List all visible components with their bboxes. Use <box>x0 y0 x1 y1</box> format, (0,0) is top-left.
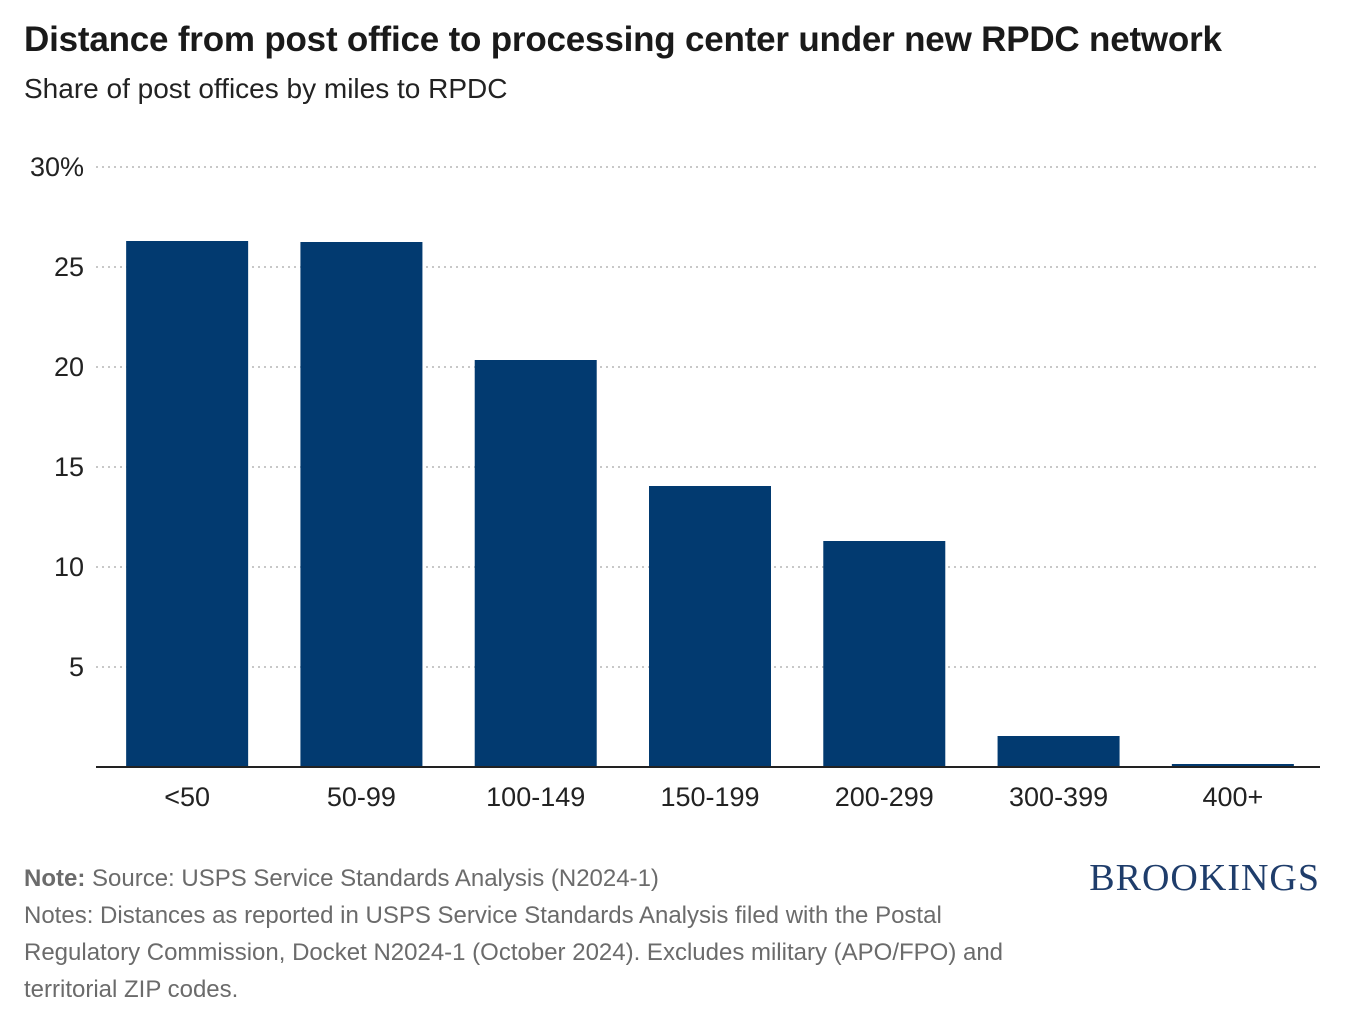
x-tick-label: 400+ <box>1202 782 1263 812</box>
notes-text: Notes: Distances as reported in USPS Ser… <box>24 902 1004 1003</box>
bars <box>126 241 1294 767</box>
x-tick-label: 200-299 <box>835 782 934 812</box>
y-tick-label: 20 <box>54 352 84 382</box>
bar-1 <box>300 242 423 767</box>
y-tick-label: 30% <box>30 152 84 182</box>
bar-2 <box>474 360 597 767</box>
y-tick-label: 15 <box>54 452 84 482</box>
x-tick-label: 300-399 <box>1009 782 1108 812</box>
x-tick-label: 100-149 <box>486 782 585 812</box>
x-tick-label: 150-199 <box>660 782 759 812</box>
brookings-logo: BROOKINGS <box>1089 857 1320 899</box>
bar-5 <box>997 736 1120 767</box>
chart-footer: Note: Source: USPS Service Standards Ana… <box>24 860 1024 1008</box>
x-axis-ticks: <50 50-99 100-149 150-199 200-299 300-399 400+ <box>164 782 1263 812</box>
chart-title: Distance from post office to processing … <box>24 20 1222 59</box>
x-tick-label: <50 <box>164 782 210 812</box>
y-tick-label: 5 <box>69 652 84 682</box>
note-text: Source: USPS Service Standards Analysis … <box>85 865 659 892</box>
y-axis-ticks: 30% 25 20 15 10 5 <box>30 152 84 682</box>
y-tick-label: 25 <box>54 252 84 282</box>
chart-subtitle: Share of post offices by miles to RPDC <box>24 73 508 104</box>
bar-3 <box>649 486 771 767</box>
bar-chart: 30% 25 20 15 10 5 <50 50-99 100-149 150-199 200-2… <box>30 152 1320 812</box>
y-tick-label: 10 <box>54 552 84 582</box>
bar-0 <box>126 241 249 767</box>
source-note: Note: Source: USPS Service Standards Ana… <box>24 860 1024 897</box>
note-label: Note: <box>24 865 86 892</box>
bar-6 <box>1171 764 1294 767</box>
x-tick-label: 50-99 <box>327 782 396 812</box>
bar-4 <box>823 541 946 767</box>
